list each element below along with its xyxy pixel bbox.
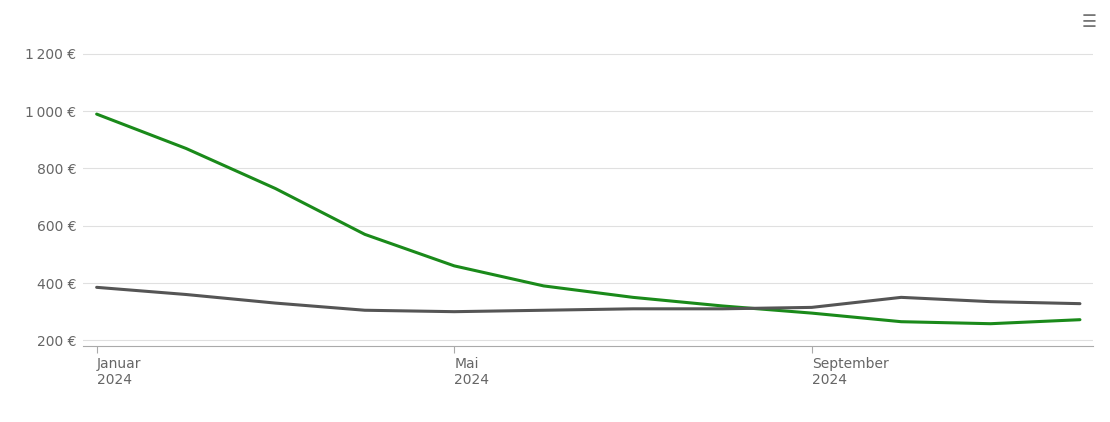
Text: ☰: ☰ [1082,13,1097,31]
